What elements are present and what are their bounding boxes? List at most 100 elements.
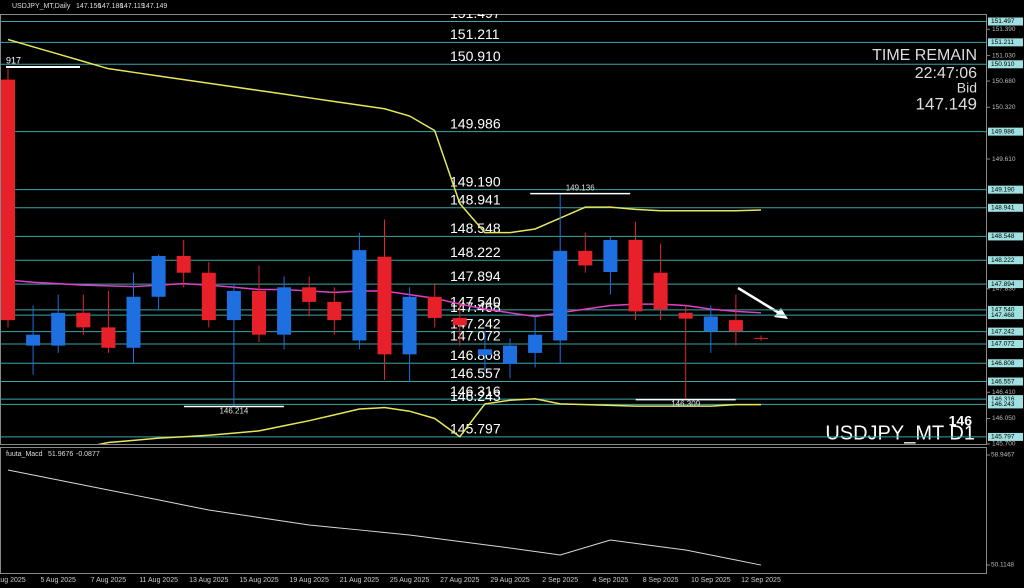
- level-label: 149.190: [450, 173, 501, 189]
- level-badge: [988, 127, 1023, 136]
- arrow-head: [774, 308, 788, 319]
- level-badge-label: 146.316: [991, 396, 1015, 403]
- candle-body: [201, 272, 216, 321]
- macd-tick-label: 50.1148: [991, 562, 1014, 569]
- x-tick-label: 11 Aug 2025: [139, 577, 178, 584]
- candle-body: [402, 296, 417, 355]
- level-badge: [988, 377, 1023, 386]
- macd-line: [7, 469, 762, 566]
- macd-signal: -0.0877: [76, 451, 100, 458]
- candle-body: [503, 345, 517, 364]
- level-label: 148.941: [450, 191, 501, 207]
- candle-body: [452, 317, 467, 326]
- candle-body: [603, 239, 618, 272]
- candle-body: [352, 250, 367, 341]
- level-badge-label: 151.497: [991, 18, 1015, 25]
- extreme-label: 146.309: [671, 400, 700, 409]
- candle-body: [302, 287, 317, 302]
- candle-body: [427, 296, 442, 318]
- y-tick-label: 146.410: [992, 389, 1016, 396]
- x-tick-label: 19 Aug 2025: [290, 577, 329, 584]
- level-badge-label: 145.797: [991, 434, 1015, 441]
- level-badge: [988, 395, 1023, 404]
- level-label: 147.072: [450, 328, 501, 344]
- candle-body: [553, 250, 568, 341]
- ohlc-high: 147.188: [98, 3, 123, 10]
- y-tick-label: 150.680: [992, 78, 1016, 85]
- x-tick-label: 25 Aug 2025: [390, 577, 429, 584]
- level-badge-label: 151.211: [991, 39, 1014, 46]
- level-badge: [988, 256, 1023, 265]
- level-label: 149.986: [450, 115, 501, 131]
- level-label: 151.497: [450, 5, 501, 21]
- level-label: 146.557: [450, 365, 501, 381]
- y-tick-label: 146.050: [992, 415, 1016, 422]
- candle-body: [101, 327, 116, 348]
- level-badge-label: 149.190: [991, 186, 1015, 193]
- macd-tick-label: 58.9467: [991, 452, 1015, 459]
- level-label: 146.808: [450, 347, 501, 363]
- candle-body: [653, 272, 668, 310]
- x-tick-label: 8 Sep 2025: [643, 577, 679, 584]
- level-badge-label: 148.941: [991, 205, 1015, 212]
- candle-body: [1, 79, 15, 321]
- main-plot: 151.497 151.211 150.910 149.986 149.190 148.9…: [0, 5, 986, 444]
- overlay-line: [97, 398, 761, 444]
- macd-frame: [0, 447, 987, 574]
- time-remain: 22:47:06: [915, 65, 977, 82]
- x-tick-label: 2 Sep 2025: [542, 577, 578, 584]
- chart-title: USDJPY_MT,Daily: [12, 3, 71, 10]
- level-label: 146.243: [450, 388, 501, 404]
- candle-body: [578, 250, 593, 266]
- y-tick-label: 149.610: [992, 156, 1016, 163]
- candle-body: [252, 290, 266, 335]
- y-tick-label: 145.700: [992, 441, 1016, 448]
- level-badge: [988, 185, 1023, 194]
- level-badge: [988, 17, 1023, 26]
- y-tick-label: 150.320: [992, 104, 1016, 111]
- level-badge: [988, 359, 1023, 368]
- clipped-label: 917: [6, 55, 21, 65]
- x-tick-label: 10 Sep 2025: [691, 577, 731, 584]
- candle-body: [528, 334, 543, 353]
- candle-body: [703, 316, 718, 332]
- level-badge: [988, 400, 1023, 409]
- main-frame: [0, 14, 987, 445]
- level-label: 148.222: [450, 244, 501, 260]
- x-tick-label: 1 Aug 2025: [0, 577, 26, 584]
- candle-body: [226, 290, 241, 321]
- level-badge: [988, 311, 1023, 320]
- time-remain-label: TIME REMAIN: [872, 47, 977, 64]
- level-badge-label: 148.222: [991, 257, 1015, 264]
- level-badge-label: 147.894: [991, 281, 1015, 288]
- candle-body: [277, 287, 292, 335]
- level-label: 147.894: [450, 268, 501, 284]
- x-tick-label: 5 Aug 2025: [40, 577, 76, 584]
- level-badge-label: 147.072: [991, 341, 1015, 348]
- level-badge: [988, 203, 1023, 212]
- candle-body: [51, 312, 66, 346]
- x-tick-label: 27 Aug 2025: [440, 577, 479, 584]
- level-badge: [988, 60, 1023, 69]
- bid-label: Bid: [957, 80, 977, 96]
- macd-main: 51.9676: [48, 451, 73, 458]
- candle-body: [477, 349, 492, 356]
- candle-body: [26, 334, 41, 346]
- price-badge: 146: [949, 413, 973, 429]
- level-badge-label: 149.986: [991, 128, 1015, 135]
- extreme-label: 146.214: [219, 407, 248, 416]
- level-badge: [988, 280, 1023, 289]
- candle-body: [678, 312, 693, 319]
- level-label: 150.910: [450, 48, 501, 64]
- arrow-shaft: [737, 286, 785, 318]
- x-tick-label: 12 Sep 2025: [741, 577, 781, 584]
- candle-body: [76, 312, 91, 328]
- level-label: 151.211: [450, 26, 500, 42]
- candle-body: [327, 301, 342, 321]
- extreme-label: 149.136: [566, 184, 595, 193]
- level-label: 147.540: [450, 294, 501, 310]
- x-tick-label: 13 Aug 2025: [189, 577, 228, 584]
